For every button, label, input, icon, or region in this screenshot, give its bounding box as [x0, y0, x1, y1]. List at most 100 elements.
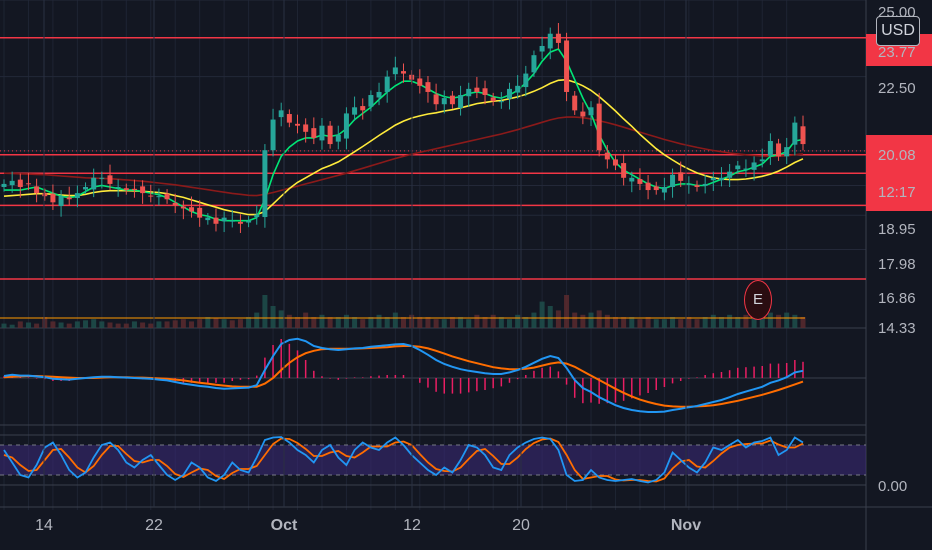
volume-bar — [580, 314, 586, 328]
candle-body — [417, 78, 423, 86]
volume-bar — [360, 319, 366, 328]
price-tick-label: 22.50 — [878, 80, 916, 97]
volume-bar — [1, 323, 7, 328]
volume-bar — [498, 317, 504, 328]
candle-body — [286, 114, 292, 123]
candle-body — [99, 177, 105, 179]
volume-bar — [629, 317, 635, 328]
volume-bar — [539, 301, 545, 328]
volume-bar — [612, 317, 618, 328]
earnings-marker[interactable]: E — [744, 280, 772, 320]
volume-bar — [254, 312, 260, 328]
price-tick-label: 23.77 — [878, 44, 916, 61]
currency-selector[interactable]: USD — [876, 16, 920, 46]
candle-body — [759, 159, 765, 162]
volume-bar — [596, 310, 602, 328]
candle-body — [327, 125, 333, 145]
volume-bar — [392, 312, 398, 328]
candle-body — [670, 174, 676, 187]
volume-bar — [107, 322, 113, 328]
candle-body — [686, 183, 692, 185]
candle-body — [580, 111, 586, 117]
candle-body — [74, 193, 80, 199]
date-tick-label: 22 — [145, 517, 163, 534]
candle-body — [50, 193, 56, 203]
volume-bar — [368, 317, 374, 328]
candle-body — [604, 152, 610, 160]
candle-body — [621, 163, 627, 178]
volume-bar — [246, 317, 252, 328]
ma-slow-line — [3, 116, 804, 197]
candle-body — [800, 126, 806, 145]
candle-body — [25, 183, 31, 185]
volume-bar — [180, 319, 186, 328]
candle-body — [784, 147, 790, 157]
volume-bar — [604, 314, 610, 328]
candle-body — [34, 186, 40, 194]
volume-bar — [482, 317, 488, 328]
moving-averages — [0, 48, 805, 319]
volume-bar — [205, 317, 211, 328]
candle-body — [498, 101, 504, 103]
volume-bar — [197, 319, 203, 328]
volume-bar — [425, 317, 431, 328]
volume-bar — [295, 317, 301, 328]
date-axis: 14 22 Oct 12 20 Nov — [35, 0, 701, 534]
volume-bar — [237, 319, 243, 328]
candle-body — [303, 124, 309, 132]
candle-body — [743, 168, 749, 170]
volume-bar — [319, 314, 325, 328]
candle-body — [735, 165, 741, 170]
volume-bar — [449, 317, 455, 328]
volume-bar — [710, 314, 716, 328]
volume-bar — [759, 314, 765, 328]
candle-body — [653, 186, 659, 191]
stoch-band — [0, 445, 866, 475]
candle-body — [246, 220, 252, 223]
price-tick-label: 16.86 — [878, 290, 916, 307]
candle-body — [751, 162, 757, 170]
candle-body — [612, 159, 618, 166]
candle-body — [205, 217, 211, 221]
volume-bar — [384, 317, 390, 328]
volume-bar — [441, 319, 447, 328]
volume-bar — [515, 314, 521, 328]
date-tick-label: Nov — [671, 517, 701, 534]
candle-body — [727, 171, 733, 178]
volume-bar — [401, 317, 406, 328]
candlestick-series — [1, 22, 806, 233]
candle-body — [694, 185, 700, 187]
volume-bar — [66, 323, 72, 328]
candle-body — [645, 182, 651, 191]
volume-bar — [718, 317, 724, 328]
volume-bar — [531, 312, 537, 328]
candle-body — [319, 125, 325, 141]
candle-body — [572, 95, 578, 111]
ma-mid-line — [3, 78, 804, 216]
candle-body — [1, 183, 7, 187]
candle-body — [376, 91, 382, 98]
candle-body — [156, 196, 162, 198]
price-tick-label: 14.33 — [878, 320, 916, 337]
candle-body — [564, 40, 570, 92]
volume-bar — [123, 323, 129, 328]
candle-body — [343, 113, 349, 139]
candle-body — [164, 193, 170, 200]
volume-bar — [678, 319, 684, 328]
volume-bar — [474, 314, 480, 328]
volume-bar — [58, 322, 64, 328]
candle-body — [678, 172, 684, 181]
volume-bar — [751, 317, 757, 328]
volume-bar — [343, 314, 349, 328]
price-tick-label: 17.98 — [878, 256, 916, 273]
candle-body — [311, 128, 317, 138]
candle-body — [197, 207, 203, 218]
volume-bar — [229, 320, 235, 328]
candle-body — [295, 123, 301, 126]
volume-bar — [653, 319, 659, 328]
candle-body — [221, 217, 227, 222]
candle-body — [392, 67, 398, 75]
volume-bar — [702, 317, 708, 328]
candle-body — [180, 206, 186, 209]
